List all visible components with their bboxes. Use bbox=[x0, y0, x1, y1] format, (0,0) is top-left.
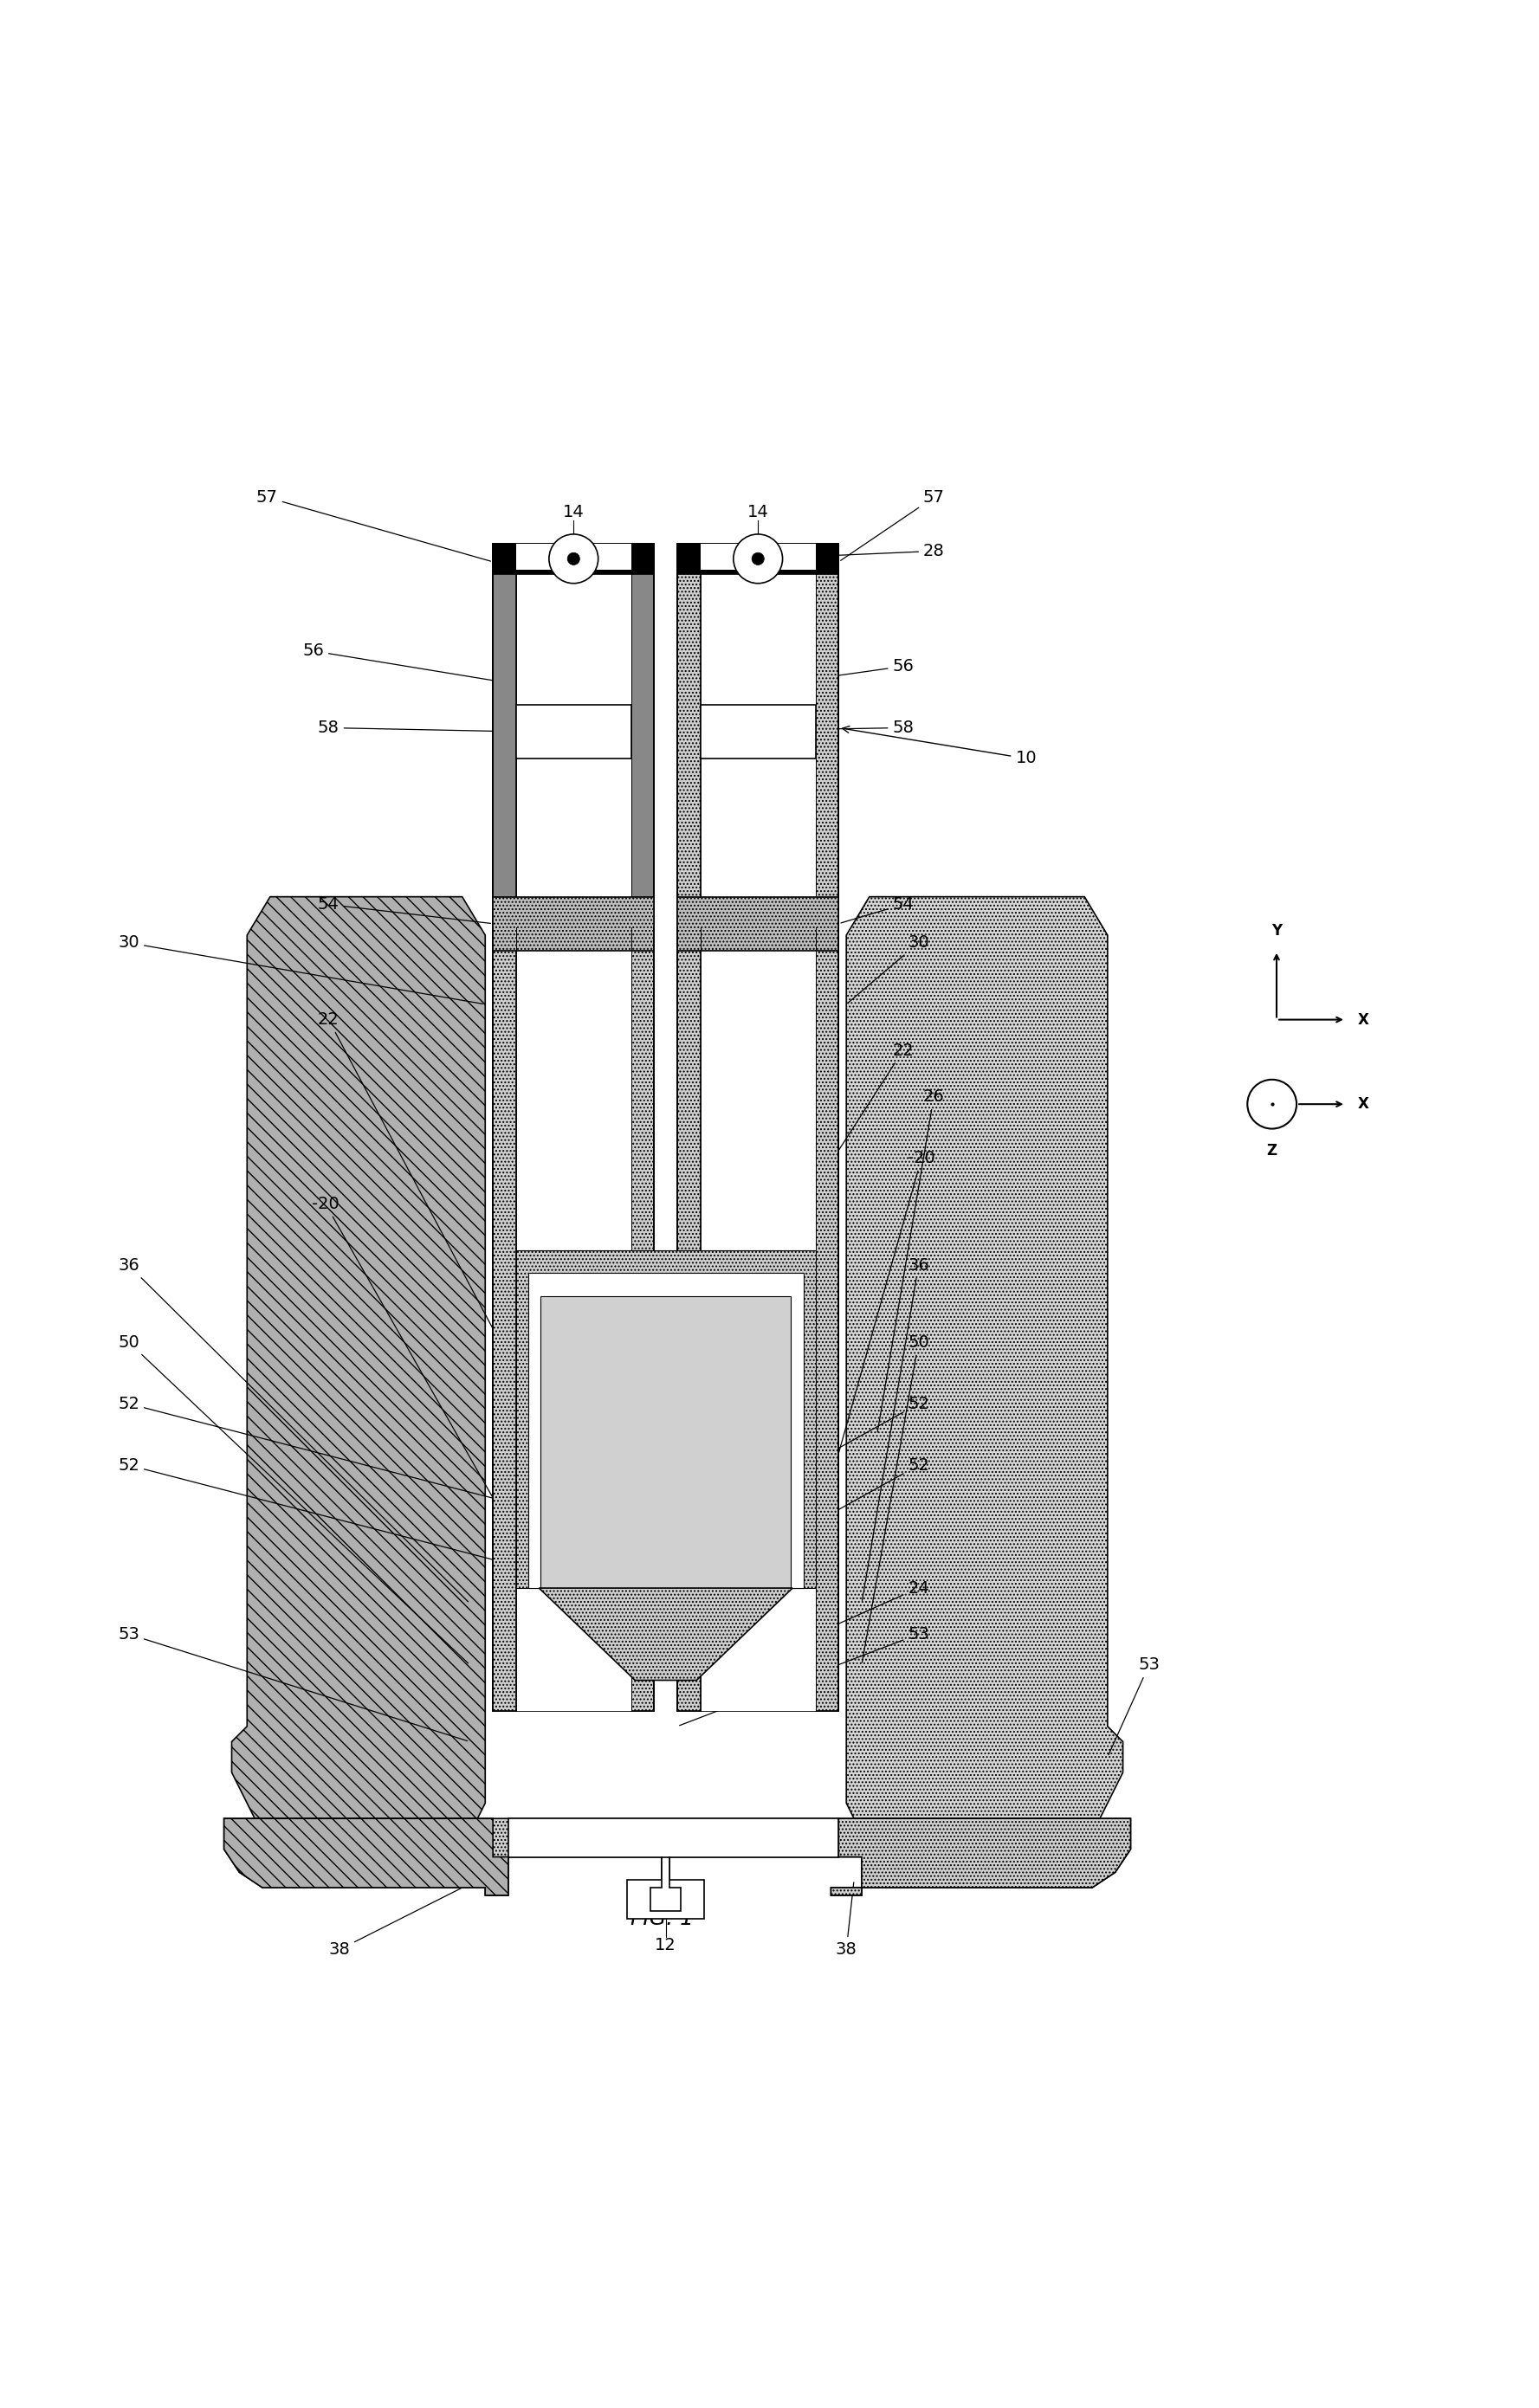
Text: 50: 50 bbox=[862, 1334, 930, 1662]
Bar bbox=[492, 544, 516, 944]
Text: 53: 53 bbox=[680, 1625, 930, 1727]
Circle shape bbox=[549, 535, 599, 583]
Text: 58: 58 bbox=[317, 720, 514, 737]
Text: 57: 57 bbox=[257, 489, 491, 561]
Bar bbox=[516, 1250, 816, 1587]
Bar bbox=[677, 896, 839, 951]
Bar bbox=[492, 927, 654, 1712]
Text: 30: 30 bbox=[848, 934, 930, 1002]
Circle shape bbox=[1248, 1079, 1296, 1129]
Text: -20: -20 bbox=[831, 1149, 936, 1479]
Text: 26: 26 bbox=[877, 1088, 945, 1433]
Text: 52: 52 bbox=[119, 1457, 660, 1604]
Bar bbox=[540, 1296, 791, 1587]
Text: 56: 56 bbox=[302, 643, 499, 681]
Bar bbox=[677, 927, 700, 1712]
Text: 22: 22 bbox=[686, 1043, 914, 1387]
Text: II: II bbox=[703, 1442, 714, 1457]
Polygon shape bbox=[846, 896, 1123, 1818]
Circle shape bbox=[568, 551, 580, 566]
Text: 52: 52 bbox=[119, 1397, 660, 1541]
Text: 50: 50 bbox=[119, 1334, 468, 1664]
Bar bbox=[631, 927, 654, 1712]
Text: 14: 14 bbox=[748, 503, 768, 520]
Bar bbox=[492, 544, 654, 573]
Text: 12: 12 bbox=[656, 1936, 677, 1953]
Text: 22: 22 bbox=[319, 1011, 508, 1356]
Bar bbox=[816, 544, 839, 944]
Bar bbox=[492, 896, 654, 951]
Text: 14: 14 bbox=[563, 503, 585, 520]
Bar bbox=[516, 544, 631, 571]
Text: 30: 30 bbox=[119, 934, 483, 1004]
Text: 56: 56 bbox=[688, 657, 914, 696]
Polygon shape bbox=[225, 1818, 508, 1895]
Text: 57: 57 bbox=[840, 489, 945, 561]
Polygon shape bbox=[508, 1818, 839, 1881]
Polygon shape bbox=[539, 1587, 793, 1681]
Polygon shape bbox=[831, 1818, 1131, 1895]
Text: -20: -20 bbox=[312, 1197, 499, 1510]
Bar bbox=[516, 706, 631, 759]
Text: 58: 58 bbox=[680, 720, 914, 737]
Bar bbox=[492, 544, 654, 944]
Polygon shape bbox=[232, 896, 485, 1818]
Text: 38: 38 bbox=[836, 1883, 857, 1958]
Text: 53: 53 bbox=[1108, 1657, 1160, 1755]
Text: 52: 52 bbox=[671, 1457, 930, 1601]
Text: 52: 52 bbox=[671, 1397, 930, 1541]
Bar bbox=[677, 544, 839, 573]
Text: FIG. 1: FIG. 1 bbox=[631, 1907, 694, 1929]
Bar bbox=[677, 927, 839, 1712]
Text: 10: 10 bbox=[842, 727, 1037, 766]
Bar bbox=[677, 544, 839, 944]
Circle shape bbox=[734, 535, 782, 583]
Text: Y: Y bbox=[1271, 922, 1282, 939]
Bar bbox=[516, 927, 631, 1712]
Text: X: X bbox=[1357, 1011, 1370, 1028]
Bar bbox=[528, 1274, 803, 1587]
Text: 24: 24 bbox=[680, 1580, 930, 1695]
Bar bbox=[700, 927, 816, 1712]
Text: 28: 28 bbox=[760, 542, 945, 559]
Text: 36: 36 bbox=[862, 1257, 930, 1601]
Text: 53: 53 bbox=[119, 1625, 468, 1741]
Polygon shape bbox=[225, 1818, 1131, 1895]
Text: X: X bbox=[1357, 1096, 1370, 1112]
Text: 36: 36 bbox=[119, 1257, 468, 1601]
Polygon shape bbox=[651, 1857, 682, 1910]
Bar bbox=[700, 544, 816, 944]
Bar bbox=[677, 544, 700, 944]
Text: 38: 38 bbox=[328, 1881, 476, 1958]
Text: II: II bbox=[619, 1442, 629, 1457]
Bar bbox=[700, 706, 816, 759]
Bar bbox=[700, 544, 816, 571]
Circle shape bbox=[753, 551, 765, 566]
Text: 54: 54 bbox=[317, 896, 491, 922]
Bar bbox=[516, 544, 631, 944]
Bar bbox=[631, 544, 654, 944]
Bar bbox=[628, 1881, 705, 1919]
Text: 54: 54 bbox=[840, 896, 914, 922]
Bar bbox=[492, 927, 516, 1712]
Bar bbox=[816, 927, 839, 1712]
Text: Z: Z bbox=[1267, 1141, 1277, 1158]
